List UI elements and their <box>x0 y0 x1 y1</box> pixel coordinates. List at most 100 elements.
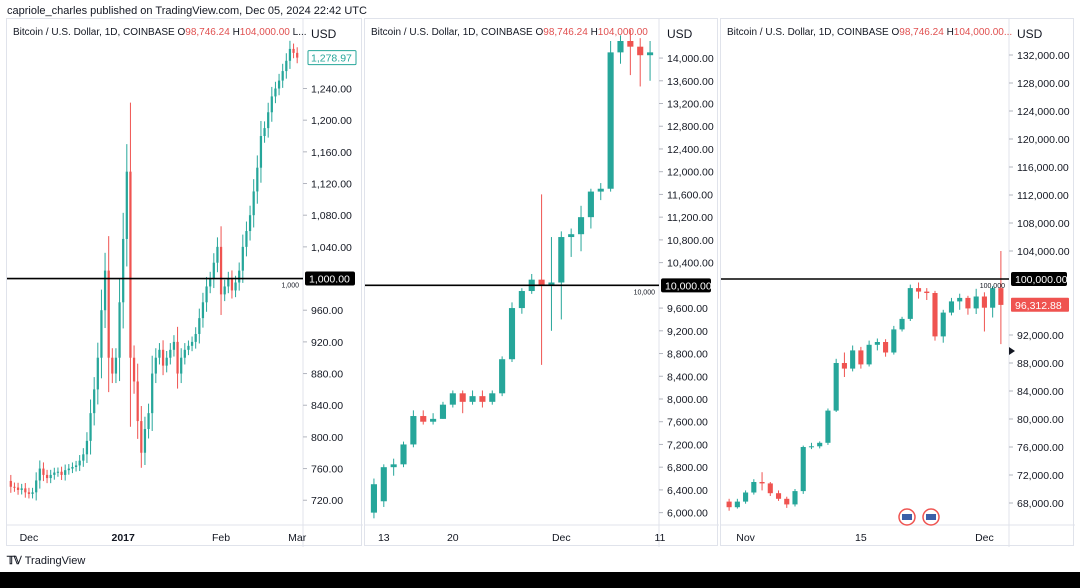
candle-body <box>209 278 212 287</box>
candle-body <box>850 350 856 369</box>
y-tick-label: 720.00 <box>311 495 343 507</box>
candle-body <box>833 363 839 411</box>
candle-body <box>114 357 118 374</box>
candle-body <box>78 460 81 466</box>
chart-legend-3: Bitcoin / U.S. Dollar, 1D, COINBASE O98,… <box>727 27 1012 38</box>
last-price-label: 1,278.97 <box>311 53 352 65</box>
chart-panel-2[interactable]: 6,000.00 6,400.00 6,800.00 7,200.00 7,600.00… <box>364 18 719 547</box>
candle-body <box>430 418 437 422</box>
candle-body <box>558 237 565 283</box>
candle-body <box>190 341 194 346</box>
candle-body <box>263 128 266 137</box>
candle-body <box>248 215 252 232</box>
chart-canvas-3[interactable]: 68,000.00 72,000.00 76,000.00 80,000.00 84,0… <box>721 19 1075 547</box>
y-tick-label: 128,000.00 <box>1017 78 1070 90</box>
candle-body <box>439 404 447 419</box>
legend-high-label: H <box>946 27 954 38</box>
candle-body <box>143 428 147 453</box>
y-tick-label: 8,000.00 <box>667 394 708 406</box>
candle-body <box>637 46 644 56</box>
candle-body <box>16 487 20 490</box>
candle-body <box>169 349 172 358</box>
y-tick-label: 7,600.00 <box>667 417 708 429</box>
y-tick-label: 120,000.00 <box>1017 134 1070 146</box>
last-price-tag <box>1011 297 1069 312</box>
chart-panel-3[interactable]: 68,000.00 72,000.00 76,000.00 80,000.00 84,0… <box>720 18 1075 547</box>
candle-body <box>74 465 78 467</box>
x-tick-label: Feb <box>212 532 230 544</box>
candle-body <box>489 393 496 402</box>
y-tick-label: 840.00 <box>311 400 343 412</box>
y-tick-label: 9,600.00 <box>667 303 708 315</box>
candle-body <box>45 474 49 479</box>
candle-body <box>508 308 516 360</box>
legend-more: L... <box>292 27 307 38</box>
last-price-tag <box>307 50 357 66</box>
level-price-tag <box>1011 272 1067 286</box>
candle-body <box>259 136 263 168</box>
level-price-label: 1,000.00 <box>309 274 350 286</box>
candle-body <box>915 288 922 292</box>
candle-body <box>907 288 913 319</box>
candle-body <box>201 302 205 319</box>
y-tick-label: 1,200.00 <box>311 115 352 127</box>
candle-body <box>100 310 103 358</box>
candle-body <box>281 71 284 81</box>
y-tick-label: 800.00 <box>311 432 343 444</box>
candle-body <box>285 60 288 72</box>
x-tick-label: 15 <box>855 532 867 544</box>
candle-body <box>981 296 987 308</box>
y-tick-label: 6,400.00 <box>667 485 708 497</box>
level-price-label: 100,000.00 <box>1015 274 1068 286</box>
candle-body <box>103 270 107 311</box>
candles-group <box>726 251 1004 511</box>
y-tick-label: 80,000.00 <box>1017 414 1064 426</box>
candle-body <box>227 278 230 287</box>
y-tick-label: 108,000.00 <box>1017 218 1070 230</box>
x-tick-label: Dec <box>20 532 39 544</box>
candle-body <box>24 488 27 493</box>
legend-high-value: 104,000.00... <box>953 27 1013 38</box>
candle-body <box>140 421 143 453</box>
candle-body <box>9 480 12 487</box>
y-tick-label: 68,000.00 <box>1017 498 1064 510</box>
footer: 𝕋𝕍 TradingView <box>7 554 85 568</box>
candle-body <box>67 468 70 471</box>
y-tick-label: 132,000.00 <box>1017 50 1070 62</box>
y-tick-label: 8,800.00 <box>667 349 708 361</box>
chart-legend-1: Bitcoin / U.S. Dollar, 1D, COINBASE O98,… <box>13 27 307 38</box>
y-tick-label: 1,080.00 <box>311 210 352 222</box>
candle-body <box>998 288 1004 305</box>
y-tick-label: 10,400.00 <box>667 258 714 270</box>
candle-body <box>129 171 132 358</box>
candle-body <box>940 312 946 337</box>
chart-canvas-1[interactable]: 720.00 760.00 800.00 840.00 880.00 920.00 960.… <box>7 19 363 547</box>
x-tick-label: Dec <box>552 532 571 544</box>
candle-body <box>158 349 161 358</box>
candle-body <box>194 333 197 342</box>
candle-body <box>267 112 270 129</box>
candle-body <box>230 278 234 291</box>
legend-open-label: O <box>535 27 544 38</box>
y-tick-label: 1,160.00 <box>311 147 352 159</box>
chart-panel-1[interactable]: 720.00 760.00 800.00 840.00 880.00 920.00 960.… <box>6 18 363 547</box>
y-tick-label: 960.00 <box>311 305 343 317</box>
y-tick-label: 72,000.00 <box>1017 470 1064 482</box>
candle-body <box>42 468 45 475</box>
y-tick-label: 76,000.00 <box>1017 442 1064 454</box>
candle-body <box>647 52 654 56</box>
candle-body <box>234 282 237 291</box>
candle-body <box>841 363 847 369</box>
x-tick-label: 11 <box>654 532 665 544</box>
x-tick-label: Dec <box>975 532 994 544</box>
level-price-tag <box>661 278 711 293</box>
currency-label-1: USD <box>311 27 337 41</box>
y-tick-label: 760.00 <box>311 464 343 476</box>
legend-open-label: O <box>891 27 900 38</box>
candle-body <box>288 48 292 61</box>
chart-canvas-2[interactable]: 6,000.00 6,400.00 6,800.00 7,200.00 7,600.00… <box>365 19 719 547</box>
y-tick-label: 84,000.00 <box>1017 386 1064 398</box>
candle-body <box>111 357 114 374</box>
candle-body <box>469 396 476 402</box>
candle-body <box>107 270 110 358</box>
